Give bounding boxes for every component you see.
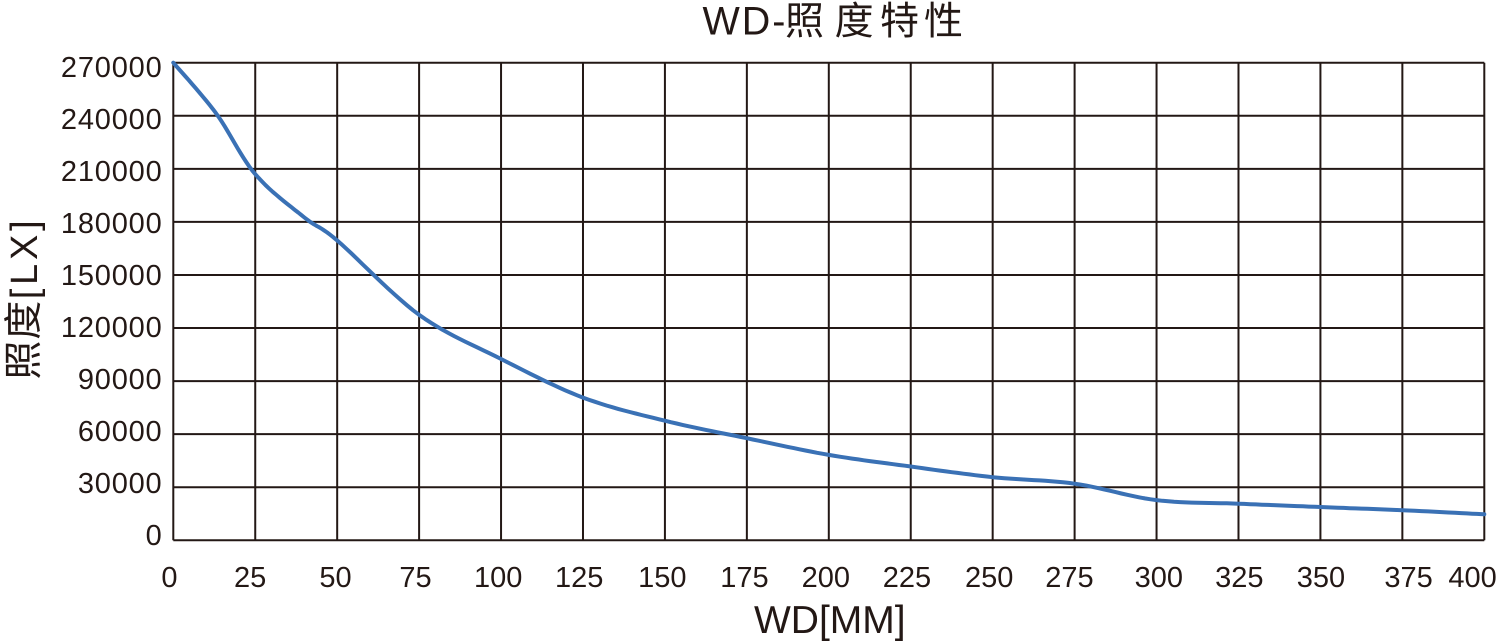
svg-text:350: 350 [1297,562,1345,594]
svg-text:[LX]: [LX] [4,217,46,300]
svg-text:WD[MM]: WD[MM] [754,599,906,642]
svg-text:270000: 270000 [61,52,163,84]
svg-text:30000: 30000 [78,468,163,500]
svg-text:175: 175 [720,562,768,594]
svg-text:210000: 210000 [61,156,163,188]
svg-text:240000: 240000 [61,104,163,136]
svg-text:275: 275 [1045,562,1093,594]
svg-text:100: 100 [474,562,522,594]
svg-text:150: 150 [638,562,686,594]
svg-text:125: 125 [555,562,603,594]
svg-text:375: 375 [1384,562,1432,594]
svg-text:90000: 90000 [78,364,163,396]
svg-text:150000: 150000 [61,260,163,292]
svg-text:0: 0 [161,562,177,594]
svg-text:75: 75 [399,562,431,594]
svg-text:50: 50 [319,562,351,594]
svg-text:400: 400 [1448,562,1496,594]
svg-text:60000: 60000 [78,416,163,448]
svg-text:WD-: WD- [703,0,788,43]
svg-text:200: 200 [802,562,850,594]
svg-text:250: 250 [965,562,1013,594]
svg-text:120000: 120000 [61,312,163,344]
svg-text:225: 225 [883,562,931,594]
svg-text:300: 300 [1135,562,1183,594]
svg-text:0: 0 [146,520,163,552]
svg-text:180000: 180000 [61,208,163,240]
svg-text:325: 325 [1215,562,1263,594]
svg-text:25: 25 [234,562,266,594]
